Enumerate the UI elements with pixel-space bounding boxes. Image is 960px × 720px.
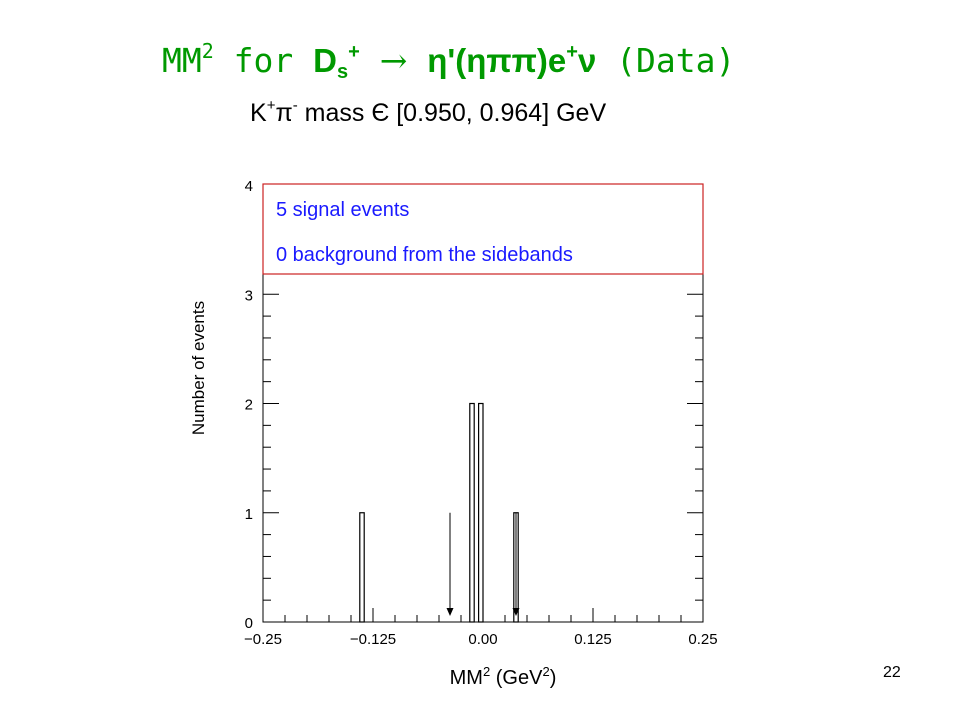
title-arrow: → [379, 41, 408, 80]
title-nu: ν [577, 42, 597, 79]
annotation-box: 5 signal events 0 background from the si… [262, 183, 704, 275]
y-tick-label: 2 [245, 397, 253, 414]
title-ds-sup: + [348, 41, 360, 63]
slide-title: MM2 for Ds+ → η'(ηππ)e+ν (Data) [162, 28, 735, 95]
title-for: for [233, 41, 294, 80]
title-data: (Data) [616, 41, 736, 80]
signal-arrow-head [512, 608, 520, 616]
subtitle-rest: mass Є [0.950, 0.964] GeV [297, 99, 607, 127]
x-axis-label: MM2 (GeV2) [450, 664, 557, 689]
signal-arrow-head [446, 608, 454, 616]
subtitle-pi: π [275, 99, 293, 127]
histogram-bar [359, 512, 365, 623]
histogram-bar [478, 402, 484, 623]
y-tick-label: 0 [245, 615, 253, 632]
subtitle-k: K [250, 99, 267, 127]
title-ds-sub: s [337, 61, 349, 83]
x-tick-label: −0.125 [350, 631, 396, 648]
x-axis-label-sup1: 2 [483, 664, 490, 679]
histogram-bar [469, 402, 475, 623]
subtitle-pi-sup: - [292, 97, 298, 114]
annotation-background: 0 background from the sidebands [276, 244, 573, 266]
x-tick-label: 0.125 [574, 631, 612, 648]
signal-window-arrows [446, 512, 520, 616]
y-tick-label: 1 [245, 506, 253, 523]
title-ds: D [313, 42, 337, 79]
title-e-sup: + [566, 41, 578, 63]
subtitle-k-sup: + [266, 97, 276, 114]
x-axis-label-main: MM [450, 667, 483, 689]
y-axis-label: Number of events [189, 301, 208, 435]
title-mm: MM [162, 41, 202, 80]
title-decay: η'(ηππ)e [427, 42, 567, 79]
annotation-signal-events: 5 signal events [276, 199, 409, 221]
histogram-bars [359, 402, 519, 623]
x-tick-label: −0.25 [244, 631, 282, 648]
title-mm-sup: 2 [201, 39, 214, 63]
x-axis-label-sup2: 2 [542, 664, 549, 679]
x-axis-label-mid: (GeV [490, 667, 543, 689]
y-tick-label: 4 [245, 178, 253, 195]
annotation-box-border [262, 183, 704, 275]
x-tick-label: 0.25 [688, 631, 717, 648]
x-tick-label: 0.00 [468, 631, 497, 648]
x-axis-label-end: ) [550, 667, 557, 689]
slide-subtitle: K+π- mass Є [0.950, 0.964] GeV [250, 88, 606, 131]
y-tick-label: 3 [245, 287, 253, 304]
slide-number: 22 [883, 664, 901, 681]
